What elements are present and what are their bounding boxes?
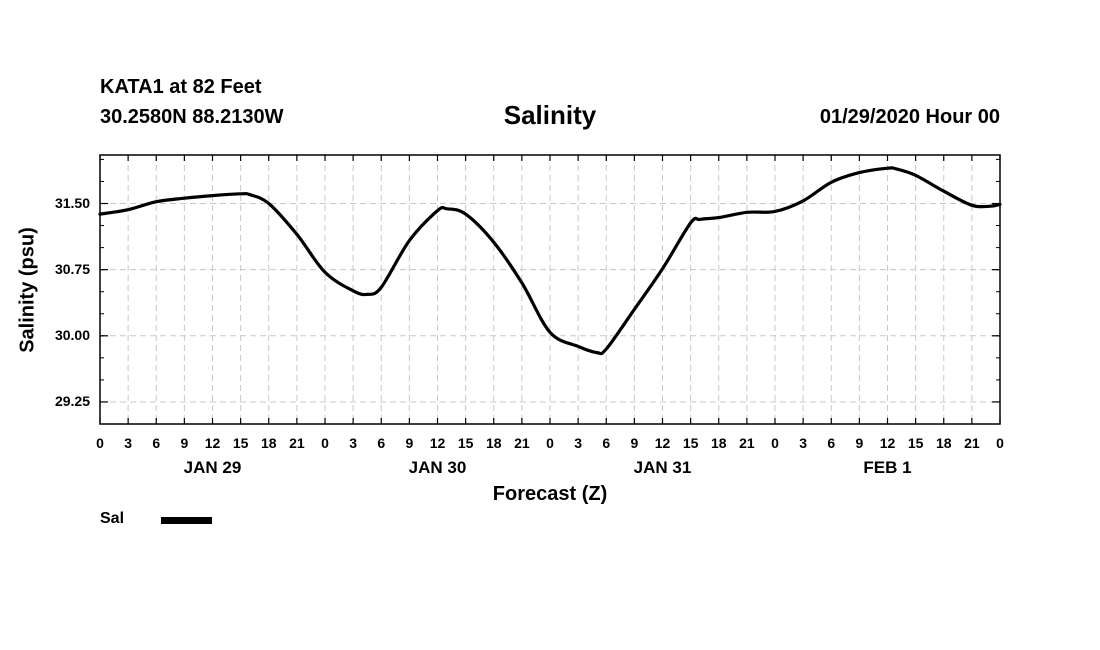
x-tick-label: 18 bbox=[710, 435, 727, 451]
x-tick-label: 9 bbox=[855, 435, 864, 451]
x-tick-label: 6 bbox=[827, 435, 836, 451]
x-tick-label: 12 bbox=[654, 435, 671, 451]
x-tick-label: 6 bbox=[602, 435, 611, 451]
date-label: JAN 31 bbox=[633, 458, 692, 477]
station-title: KATA1 at 82 Feet bbox=[100, 76, 262, 98]
x-tick-label: 3 bbox=[349, 435, 358, 451]
legend-swatch bbox=[161, 517, 212, 524]
date-label: FEB 1 bbox=[863, 458, 912, 477]
date-label: JAN 29 bbox=[183, 458, 242, 477]
x-tick-label: 21 bbox=[289, 435, 305, 451]
date-label: JAN 30 bbox=[408, 458, 467, 477]
x-tick-label: 3 bbox=[799, 435, 808, 451]
x-tick-label: 21 bbox=[964, 435, 980, 451]
y-axis-label: Salinity (psu) bbox=[16, 227, 39, 353]
forecast-datetime: 01/29/2020 Hour 00 bbox=[819, 106, 1000, 128]
x-tick-label: 3 bbox=[124, 435, 133, 451]
grid-lines bbox=[100, 155, 1000, 424]
plot-frame bbox=[99, 154, 1001, 425]
x-tick-label: 18 bbox=[260, 435, 277, 451]
y-tick-label: 31.50 bbox=[54, 194, 90, 211]
station-coordinates: 30.2580N 88.2130W bbox=[100, 106, 284, 128]
x-tick-label: 0 bbox=[96, 435, 104, 451]
y-tick-label: 30.75 bbox=[54, 260, 90, 277]
x-tick-label: 0 bbox=[546, 435, 554, 451]
x-tick-label: 3 bbox=[574, 435, 583, 451]
x-tick-label: 18 bbox=[485, 435, 502, 451]
x-tick-label: 6 bbox=[377, 435, 386, 451]
y-tick-label: 29.25 bbox=[54, 392, 90, 409]
legend-label: Sal bbox=[100, 510, 125, 527]
x-tick-label: 0 bbox=[321, 435, 329, 451]
x-tick-label: 15 bbox=[682, 435, 699, 451]
x-tick-label: 18 bbox=[935, 435, 952, 451]
x-tick-label: 12 bbox=[429, 435, 446, 451]
x-tick-label: 12 bbox=[204, 435, 221, 451]
x-axis-label: Forecast (Z) bbox=[492, 483, 608, 505]
x-tick-label: 9 bbox=[180, 435, 189, 451]
x-tick-label: 15 bbox=[457, 435, 474, 451]
x-tick-label: 9 bbox=[630, 435, 639, 451]
chart-title: Salinity bbox=[503, 100, 597, 130]
salinity-series-line bbox=[98, 166, 1002, 356]
x-tick-label: 9 bbox=[405, 435, 414, 451]
x-tick-label: 15 bbox=[907, 435, 924, 451]
y-tick-label: 30.00 bbox=[54, 326, 90, 343]
x-tick-label: 21 bbox=[514, 435, 530, 451]
x-tick-label: 0 bbox=[771, 435, 779, 451]
x-tick-label: 0 bbox=[996, 435, 1004, 451]
x-tick-label: 12 bbox=[879, 435, 896, 451]
x-tick-label: 6 bbox=[152, 435, 161, 451]
x-tick-label: 21 bbox=[739, 435, 755, 451]
x-tick-label: 15 bbox=[232, 435, 249, 451]
